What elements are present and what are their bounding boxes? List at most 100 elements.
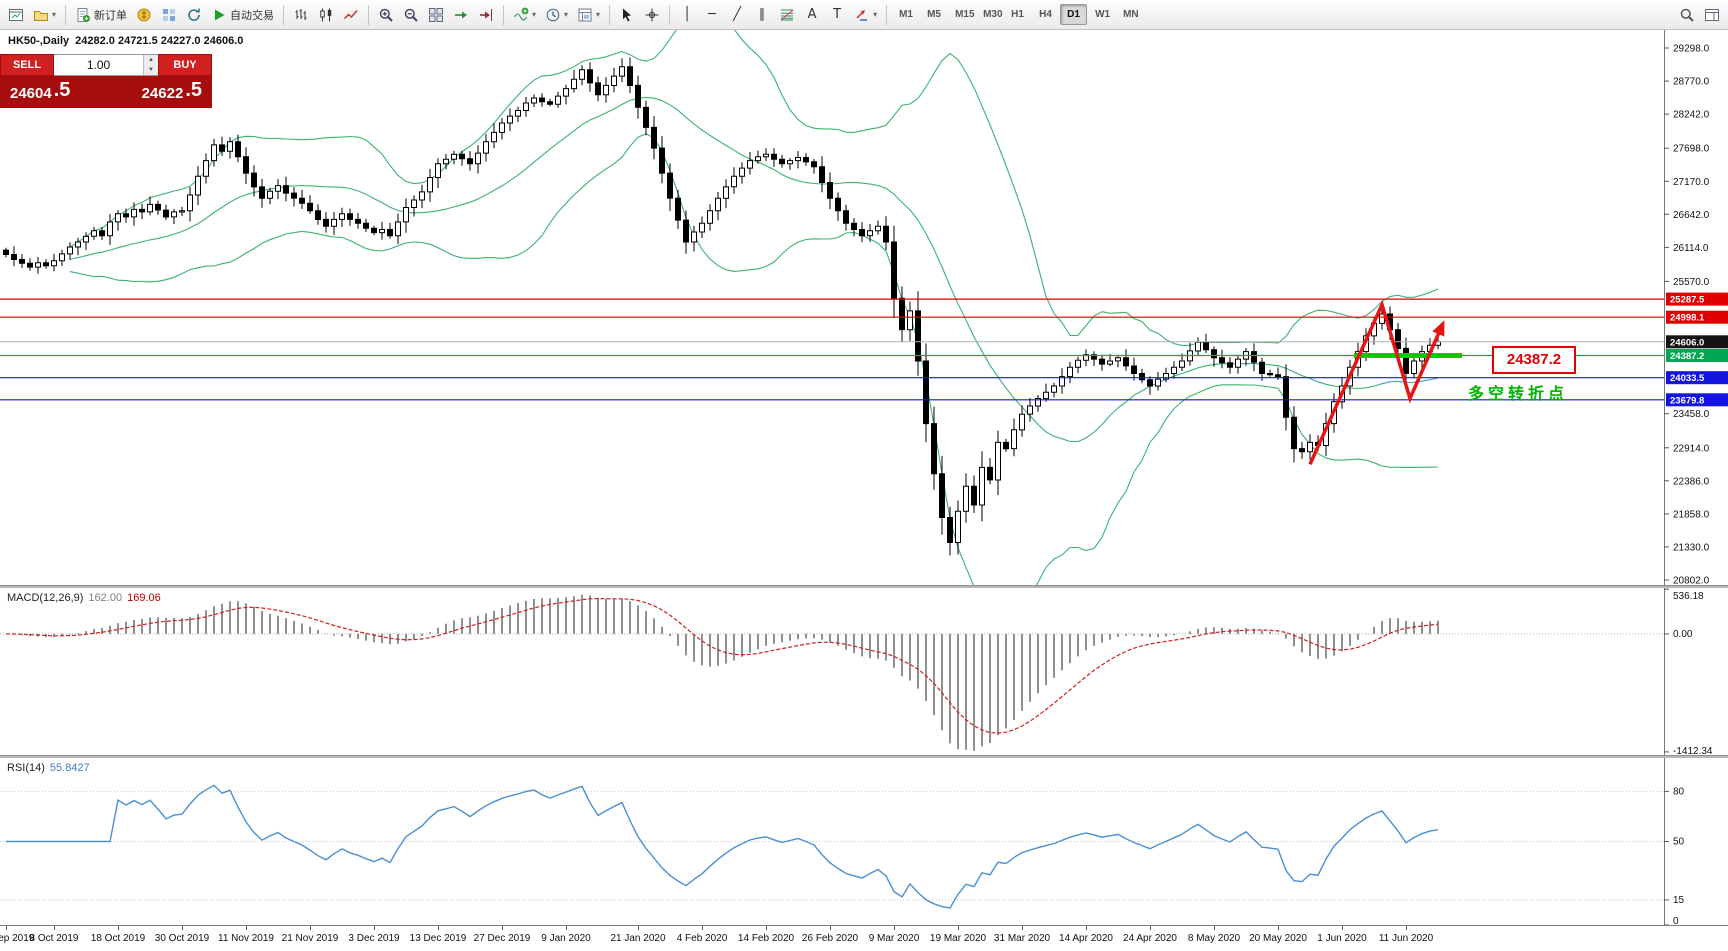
svg-text:15: 15 bbox=[1673, 895, 1685, 906]
bar-chart-mode-icon bbox=[293, 7, 309, 23]
macd-axis[interactable]: 536.18 0.00 -1412.34 bbox=[1664, 588, 1713, 755]
toolbar-separator bbox=[283, 4, 285, 25]
timeframe-mn-button[interactable]: MN bbox=[1116, 4, 1143, 25]
periods-button[interactable]: ▾ bbox=[541, 3, 572, 27]
rsi-indicator-pane[interactable]: 80 50 15 0 bbox=[0, 758, 1728, 925]
chart-profiles-button[interactable]: ▾ bbox=[29, 3, 60, 27]
time-tick bbox=[1278, 926, 1279, 930]
macd-indicator-pane[interactable]: 536.18 0.00 -1412.34 bbox=[0, 588, 1728, 755]
timeframe-m15-button[interactable]: M15 bbox=[948, 4, 975, 25]
time-tick bbox=[766, 926, 767, 930]
price-callout-box[interactable]: 24387.2 bbox=[1492, 346, 1576, 374]
toolbar-separator bbox=[669, 4, 671, 25]
buy-button[interactable]: BUY bbox=[158, 54, 212, 76]
refresh-icon bbox=[186, 7, 202, 23]
new-chart-button[interactable] bbox=[4, 3, 28, 27]
time-tick bbox=[502, 926, 503, 930]
price-tick-label: 28770.0 bbox=[1673, 77, 1710, 88]
toolbar-separator bbox=[609, 4, 611, 25]
templates-button[interactable]: ▾ bbox=[573, 3, 604, 27]
line-chart-mode-button[interactable] bbox=[339, 3, 363, 27]
zoom-in-icon bbox=[378, 7, 394, 23]
auto-scroll-button[interactable] bbox=[449, 3, 473, 27]
new-order-button[interactable]: 新订单 bbox=[71, 3, 131, 27]
trend-arrow-annotation[interactable] bbox=[1308, 299, 1445, 466]
zoom-out-button[interactable] bbox=[399, 3, 423, 27]
toolbar-separator bbox=[368, 4, 370, 25]
periods-dropdown-icon[interactable]: ▾ bbox=[564, 9, 569, 19]
horizontal-line-button[interactable]: ─ bbox=[700, 3, 724, 27]
time-axis-label: 9 Mar 2020 bbox=[868, 933, 920, 944]
arrows-button[interactable]: ▾ bbox=[850, 3, 881, 27]
time-tick bbox=[54, 926, 55, 930]
time-axis-label: 9 Jan 2020 bbox=[541, 933, 591, 944]
timeframe-h4-button[interactable]: H4 bbox=[1032, 4, 1059, 25]
chart-profiles-dropdown-icon[interactable]: ▾ bbox=[52, 9, 57, 19]
level-lines[interactable] bbox=[0, 298, 1664, 401]
time-axis-label: 26 Sep 2019 bbox=[0, 933, 35, 944]
pane-splitter[interactable] bbox=[0, 585, 1728, 588]
timeframe-m1-button[interactable]: M1 bbox=[892, 4, 919, 25]
sell-button[interactable]: SELL bbox=[0, 54, 54, 76]
market-depth-icon bbox=[161, 7, 177, 23]
macd-histogram bbox=[13, 594, 1439, 751]
svg-text:24998.1: 24998.1 bbox=[1670, 313, 1705, 324]
chart-shift-icon bbox=[478, 7, 494, 23]
annotation-text[interactable]: 多空转折点 bbox=[1468, 386, 1569, 403]
volume-value[interactable]: 1.00 bbox=[86, 58, 111, 72]
indicators-button[interactable]: ▾ bbox=[509, 3, 540, 27]
vertical-line-button[interactable]: │ bbox=[675, 3, 699, 27]
trend-line-button[interactable]: ╱ bbox=[725, 3, 749, 27]
price-tick-label: 27698.0 bbox=[1673, 144, 1710, 155]
chart-shift-button[interactable] bbox=[474, 3, 498, 27]
refresh-button[interactable] bbox=[182, 3, 206, 27]
equidistant-channel-button[interactable]: ∥ bbox=[750, 3, 774, 27]
bar-chart-mode-button[interactable] bbox=[289, 3, 313, 27]
crosshair-button[interactable] bbox=[640, 3, 664, 27]
indicators-dropdown-icon[interactable]: ▾ bbox=[532, 9, 537, 19]
tile-windows-button[interactable] bbox=[424, 3, 448, 27]
svg-text:50: 50 bbox=[1673, 837, 1685, 848]
ohlc-values: 24282.0 24721.5 24227.0 24606.0 bbox=[75, 35, 244, 47]
volume-increase-button[interactable]: ▲ bbox=[144, 55, 158, 65]
cursor-button[interactable] bbox=[615, 3, 639, 27]
time-tick bbox=[702, 926, 703, 930]
autotrading-label: 自动交易 bbox=[230, 9, 275, 22]
price-marker-24033.5 bbox=[1666, 371, 1728, 385]
arrows-dropdown-icon[interactable]: ▾ bbox=[873, 9, 878, 19]
rsi-axis[interactable]: 80 50 15 0 bbox=[1664, 758, 1685, 925]
timeframe-h1-button[interactable]: H1 bbox=[1004, 4, 1031, 25]
templates-dropdown-icon[interactable]: ▾ bbox=[596, 9, 601, 19]
time-tick bbox=[118, 926, 119, 930]
text-button[interactable]: A bbox=[800, 3, 824, 27]
text-label-button[interactable]: T bbox=[825, 3, 849, 27]
rsi-levels bbox=[0, 790, 1664, 901]
time-axis-label: 19 Mar 2020 bbox=[929, 933, 987, 944]
search-button[interactable] bbox=[1675, 3, 1699, 27]
timeframe-d1-button[interactable]: D1 bbox=[1060, 4, 1088, 25]
timeframe-m5-button[interactable]: M5 bbox=[920, 4, 947, 25]
autotrading-button[interactable]: 自动交易 bbox=[207, 3, 278, 27]
time-axis-label: 26 Feb 2020 bbox=[801, 933, 859, 944]
zoom-in-button[interactable] bbox=[374, 3, 398, 27]
pane-splitter[interactable] bbox=[0, 755, 1728, 758]
price-chart[interactable]: 29298.0 28770.0 28242.0 27698.0 27170.0 26642… bbox=[0, 30, 1728, 585]
timeframe-m30-button[interactable]: M30 bbox=[976, 4, 1003, 25]
templates-icon bbox=[577, 7, 593, 23]
deposit-icon bbox=[136, 7, 152, 23]
time-axis-label: 20 May 2020 bbox=[1249, 933, 1307, 944]
volume-decrease-button[interactable]: ▼ bbox=[144, 65, 158, 75]
deposit-button[interactable] bbox=[132, 3, 156, 27]
macd-signal-line bbox=[5, 597, 1439, 734]
market-depth-button[interactable] bbox=[157, 3, 181, 27]
price-axis[interactable]: 29298.0 28770.0 28242.0 27698.0 27170.0 26642… bbox=[1664, 30, 1728, 585]
timeframe-w1-button[interactable]: W1 bbox=[1088, 4, 1115, 25]
volume-field[interactable]: 1.00 ▲ ▼ bbox=[54, 54, 158, 76]
rsi-label: RSI(14) 55.8427 bbox=[7, 762, 90, 774]
price-tick-label: 21330.0 bbox=[1673, 542, 1710, 553]
candlestick-mode-button[interactable] bbox=[314, 3, 338, 27]
object-list-button[interactable] bbox=[1700, 3, 1724, 27]
fibonacci-button[interactable] bbox=[775, 3, 799, 27]
price-tick-label: 26114.0 bbox=[1673, 243, 1709, 254]
